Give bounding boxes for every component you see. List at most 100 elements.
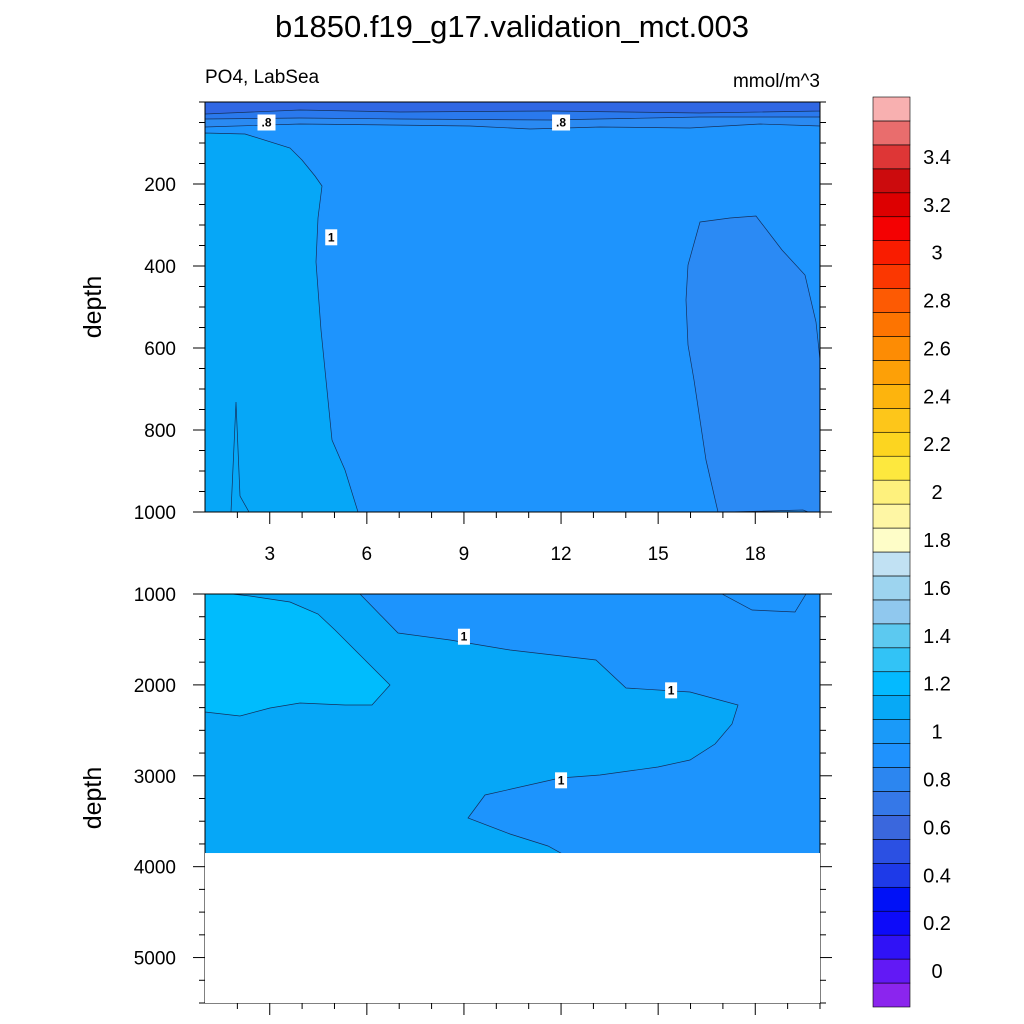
colorbar-swatch [872,336,911,361]
colorbar-swatch [872,240,911,265]
x-tick-label: 18 [745,544,766,565]
colorbar-swatch [872,479,911,505]
colorbar-tick-label: 0.2 [923,913,951,935]
colorbar-swatch [872,384,911,409]
contour-label-box [552,114,571,131]
colorbar-tick-label: 3.2 [923,195,951,217]
contour-region-interior [205,102,820,512]
colorbar-swatch [872,551,911,577]
contour-label-box [665,682,678,699]
colorbar-swatch [872,192,911,218]
colorbar-swatch [872,360,911,385]
colorbar-swatch [872,982,911,1008]
x-tick-label: 3 [264,544,275,565]
contour-label: .8 [261,116,271,130]
top-y-ticks: 200 400 600 800 1000 [134,101,832,524]
colorbar-swatch [872,910,911,936]
colorbar-swatch [872,791,911,816]
colorbar-swatch [872,288,911,313]
colorbar-swatch [872,216,911,241]
bottom-x-ticks [236,1003,821,1015]
contour-region-surface [205,102,820,115]
subtitle-right: mmol/m^3 [733,71,820,92]
colorbar-tick-label: 2.4 [923,386,951,408]
y-tick-label: 1000 [134,503,176,524]
colorbar-swatch [872,647,911,673]
colorbar-swatch [872,599,911,625]
colorbar-tick-label: 3 [931,243,942,265]
contour-region-east-pocket [685,215,820,512]
colorbar-swatch [872,120,911,146]
colorbar-swatch [872,575,911,601]
colorbar-tick-label: 2 [931,482,942,504]
x-tick-label: 6 [362,544,373,565]
chart-title: b1850.f19_g17.validation_mct.003 [275,9,749,44]
colorbar-swatch [872,671,911,696]
colorbar-tick-label: 2.2 [923,434,951,456]
colorbar-swatch [872,503,911,529]
colorbar-tick-label: 1.4 [923,626,951,648]
bottom-y-ticks: 1000 2000 3000 4000 5000 [134,585,832,1004]
top-panel-fill [205,102,820,512]
colorbar-tick-label: 0.8 [923,770,951,792]
colorbar-tick-label: 1.8 [923,530,951,552]
y-tick-label: 1000 [134,585,176,606]
colorbar-tick-label: 1.2 [923,674,951,696]
colorbar-swatch [872,934,911,960]
contour-label-box [325,229,338,246]
colorbar-tick-label: 2.6 [923,338,951,360]
colorbar-swatch [872,767,911,792]
y-tick-label: 2000 [134,676,176,697]
contour-label-box [457,628,470,645]
colorbar-swatch [872,144,911,170]
top-y-axis-label: depth [79,276,107,339]
contour-region-west-column [205,132,359,512]
colorbar-swatch [872,719,911,744]
colorbar-tick-label: 2.8 [923,291,951,313]
colorbar-swatch [872,958,911,984]
colorbar-tick-label: 0.4 [923,865,951,887]
colorbar-tick-label: 3.4 [923,147,951,169]
colorbar-swatch [872,839,911,864]
y-tick-label: 3000 [134,767,176,788]
colorbar-swatch [872,455,911,481]
contour-label: 1 [668,683,675,697]
y-tick-label: 600 [144,339,176,360]
y-tick-label: 800 [144,421,176,442]
colorbar-swatch [872,815,911,840]
colorbar-swatch [872,863,911,888]
colorbar-swatch [872,743,911,768]
colorbar-swatch [872,695,911,720]
x-tick-label: 12 [550,544,571,565]
colorbar-tick-label: 1.6 [923,578,951,600]
colorbar-swatch [872,96,911,122]
colorbar-swatch [872,408,911,433]
contour-label: 1 [461,630,468,644]
colorbar-swatch [872,886,911,912]
colorbar-tick-label: 0 [931,961,942,983]
x-tick-label: 9 [459,544,470,565]
colorbar-tick-label: 1 [931,722,942,744]
y-tick-label: 200 [144,175,176,196]
contour-label-box [555,772,568,789]
y-tick-label: 5000 [134,949,176,970]
colorbar-swatch [872,527,911,553]
colorbar-tick-label: 0.6 [923,817,951,839]
no-data-region [205,853,820,1003]
contour-label-box [257,114,276,131]
colorbar-swatch [872,312,911,337]
top-x-ticks: 3 6 9 12 15 18 [236,512,821,565]
contour-line-east [721,594,807,613]
subtitle-left: PO4, LabSea [205,67,320,88]
colorbar-swatch [872,431,911,457]
contour-label: .8 [556,116,566,130]
colorbar-swatch [872,623,911,649]
contour-line-spike [230,401,250,512]
bottom-y-axis-label: depth [79,767,107,830]
colorbar-swatch [872,168,911,194]
bottom-panel-fill [205,594,820,862]
y-tick-label: 4000 [134,858,176,879]
x-tick-label: 15 [648,544,669,565]
contour-label: 1 [328,230,335,244]
